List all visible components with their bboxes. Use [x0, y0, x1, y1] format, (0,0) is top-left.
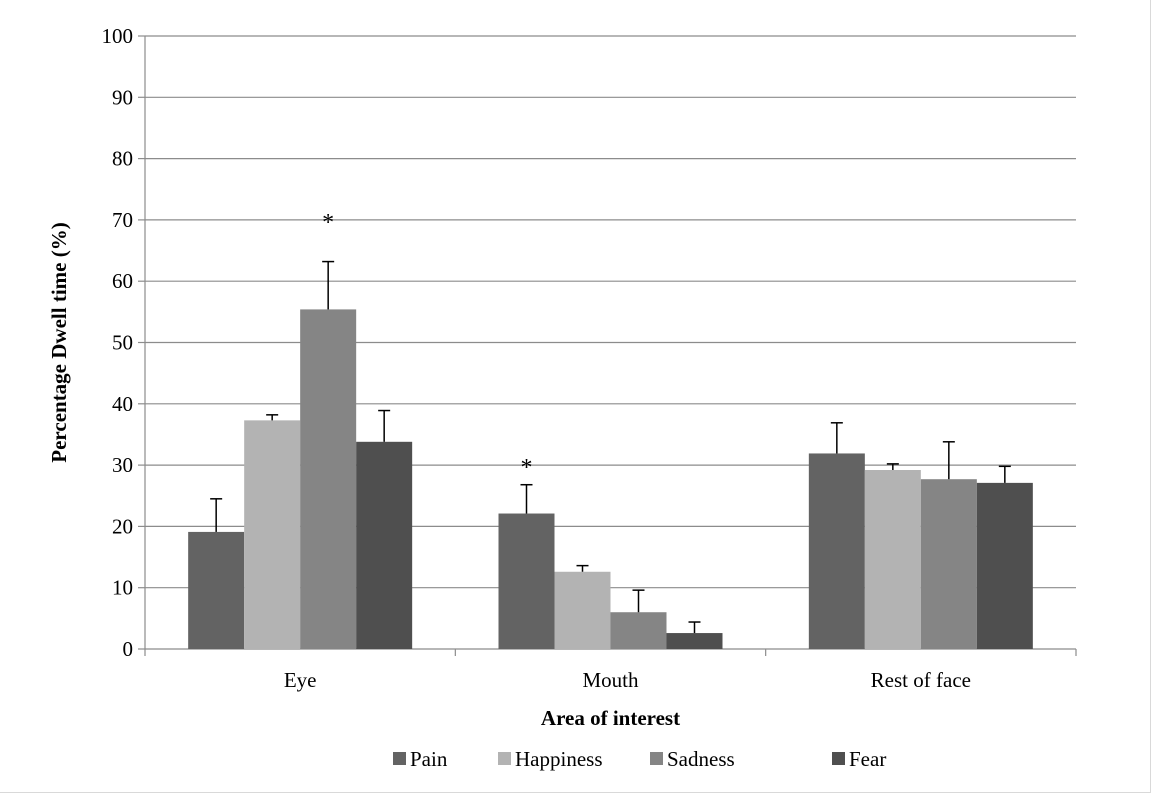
legend-swatch-fear	[832, 752, 845, 765]
bar-happiness-rest-of-face	[864, 470, 921, 649]
y-tick-label: 70	[112, 208, 133, 232]
legend-swatch-pain	[393, 752, 406, 765]
legend-label-fear: Fear	[849, 747, 886, 771]
bar-pain-eye	[188, 531, 245, 649]
y-tick-label: 80	[112, 147, 133, 171]
legend-swatch-sadness	[650, 752, 663, 765]
y-tick-label: 30	[112, 453, 133, 477]
bar-fear-eye	[356, 441, 413, 649]
y-tick-label: 0	[123, 637, 134, 661]
bar-happiness-eye	[244, 420, 301, 649]
significance-marker: *	[521, 455, 533, 481]
y-tick-label: 100	[102, 24, 134, 48]
y-tick-label: 40	[112, 392, 133, 416]
y-tick-label: 50	[112, 331, 133, 355]
bar-sadness-eye	[300, 309, 357, 649]
y-tick-label: 10	[112, 576, 133, 600]
significance-marker: *	[322, 210, 334, 236]
legend-label-happiness: Happiness	[515, 747, 603, 771]
x-tick-label: Eye	[284, 668, 317, 692]
y-tick-label: 20	[112, 514, 133, 538]
bar-fear-mouth	[666, 633, 723, 649]
bar-sadness-mouth	[610, 612, 667, 649]
y-tick-label: 60	[112, 269, 133, 293]
x-tick-label: Rest of face	[871, 668, 971, 692]
bar-pain-mouth	[498, 513, 555, 649]
bar-happiness-mouth	[554, 571, 611, 649]
x-tick-label: Mouth	[582, 668, 639, 692]
legend-swatch-happiness	[498, 752, 511, 765]
legend-label-pain: Pain	[410, 747, 448, 771]
x-axis-title: Area of interest	[541, 706, 680, 730]
bar-pain-rest-of-face	[808, 453, 865, 649]
bar-sadness-rest-of-face	[920, 479, 977, 649]
y-axis-title: Percentage Dwell time (%)	[47, 222, 71, 462]
y-tick-label: 90	[112, 85, 133, 109]
legend-label-sadness: Sadness	[667, 747, 735, 771]
bar-fear-rest-of-face	[976, 482, 1033, 649]
